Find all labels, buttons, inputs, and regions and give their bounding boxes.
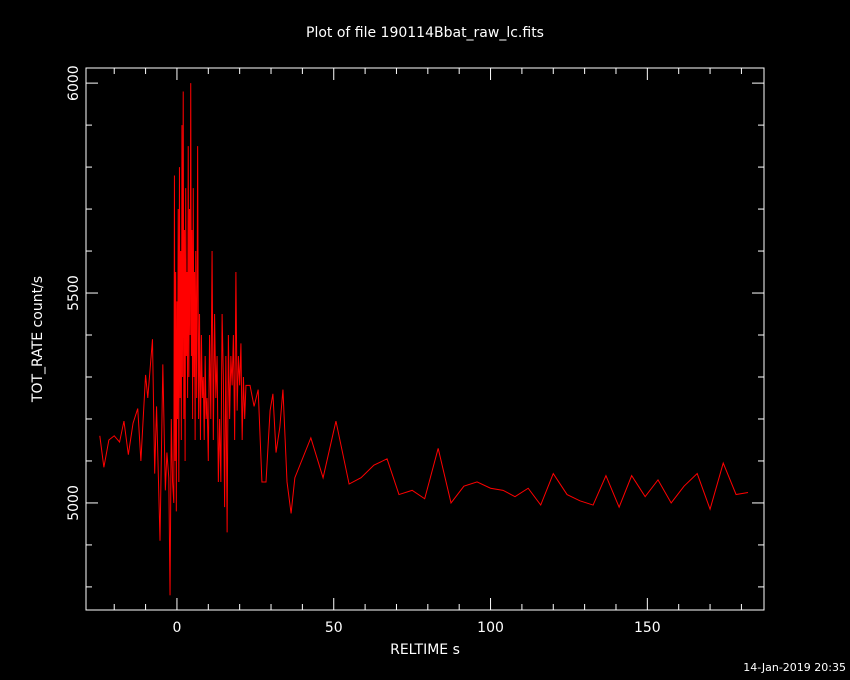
- y-tick-label: 5000: [66, 485, 82, 521]
- x-tick-label: 100: [477, 620, 504, 636]
- y-tick-label: 6000: [66, 65, 82, 101]
- plot-frame: [85, 67, 765, 611]
- x-tick-label: 150: [634, 620, 661, 636]
- timestamp: 14-Jan-2019 20:35: [743, 661, 846, 674]
- x-tick-label: 50: [325, 620, 343, 636]
- y-axis-label: TOT_RATE count/s: [30, 276, 46, 403]
- light-curve: [99, 83, 749, 596]
- x-axis-label: RELTIME s: [390, 642, 460, 658]
- y-tick-label: 5500: [66, 275, 82, 311]
- x-tick-label: 0: [172, 620, 181, 636]
- chart-title: Plot of file 190114Bbat_raw_lc.fits: [306, 25, 544, 41]
